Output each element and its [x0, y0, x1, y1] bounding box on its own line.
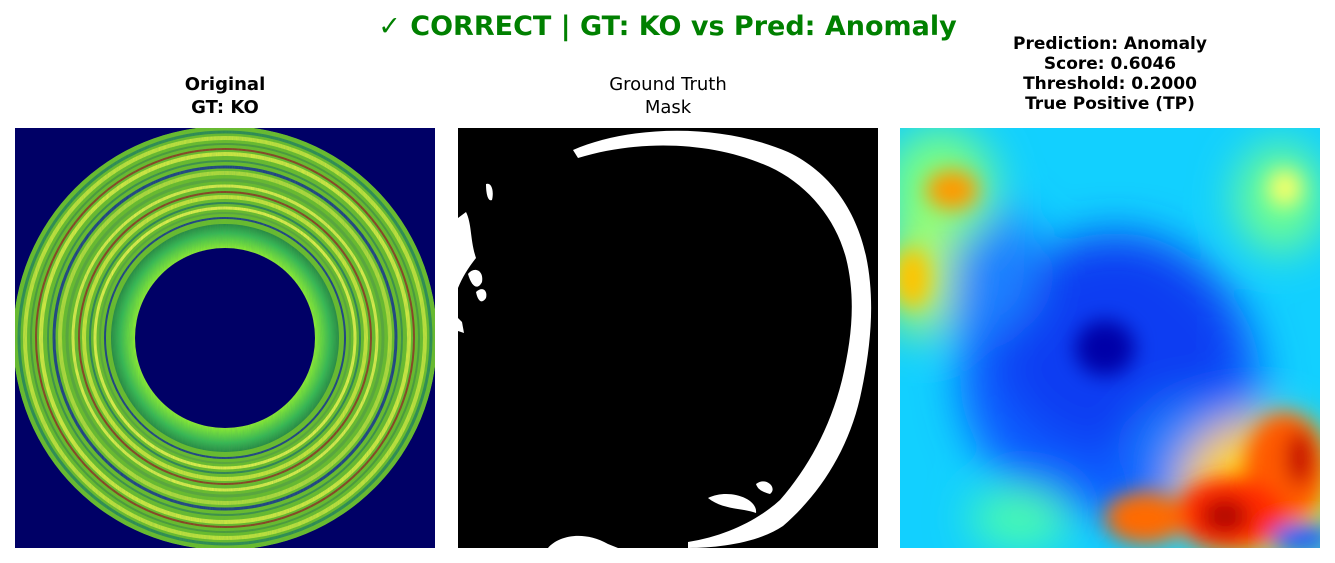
mask-panel-title: Ground Truth Mask [458, 73, 878, 119]
prediction-title-line-1: Prediction: Anomaly [1013, 34, 1207, 54]
original-panel-title: Original GT: KO [15, 73, 435, 119]
mask-title-line-2: Mask [644, 97, 692, 118]
prediction-title-line-2: Score: 0.6046 [1043, 54, 1177, 74]
bore-hole [135, 248, 315, 428]
original-title-line-2: GT: KO [191, 97, 259, 118]
prediction-title-line-3: Threshold: 0.2000 [1023, 74, 1197, 94]
mask-regions [458, 130, 872, 548]
ground-truth-mask [458, 128, 878, 548]
mask-title-line-1: Ground Truth [609, 74, 727, 95]
prediction-title-line-4: True Positive (TP) [1025, 94, 1195, 114]
original-title-line-1: Original [184, 74, 266, 95]
figure-title: ✓ CORRECT | GT: KO vs Pred: Anomaly [378, 11, 957, 42]
original-image [15, 128, 435, 548]
anomaly-heatmap [900, 128, 1320, 548]
prediction-panel-title: Prediction: Anomaly Score: 0.6046 Thresh… [900, 34, 1320, 114]
